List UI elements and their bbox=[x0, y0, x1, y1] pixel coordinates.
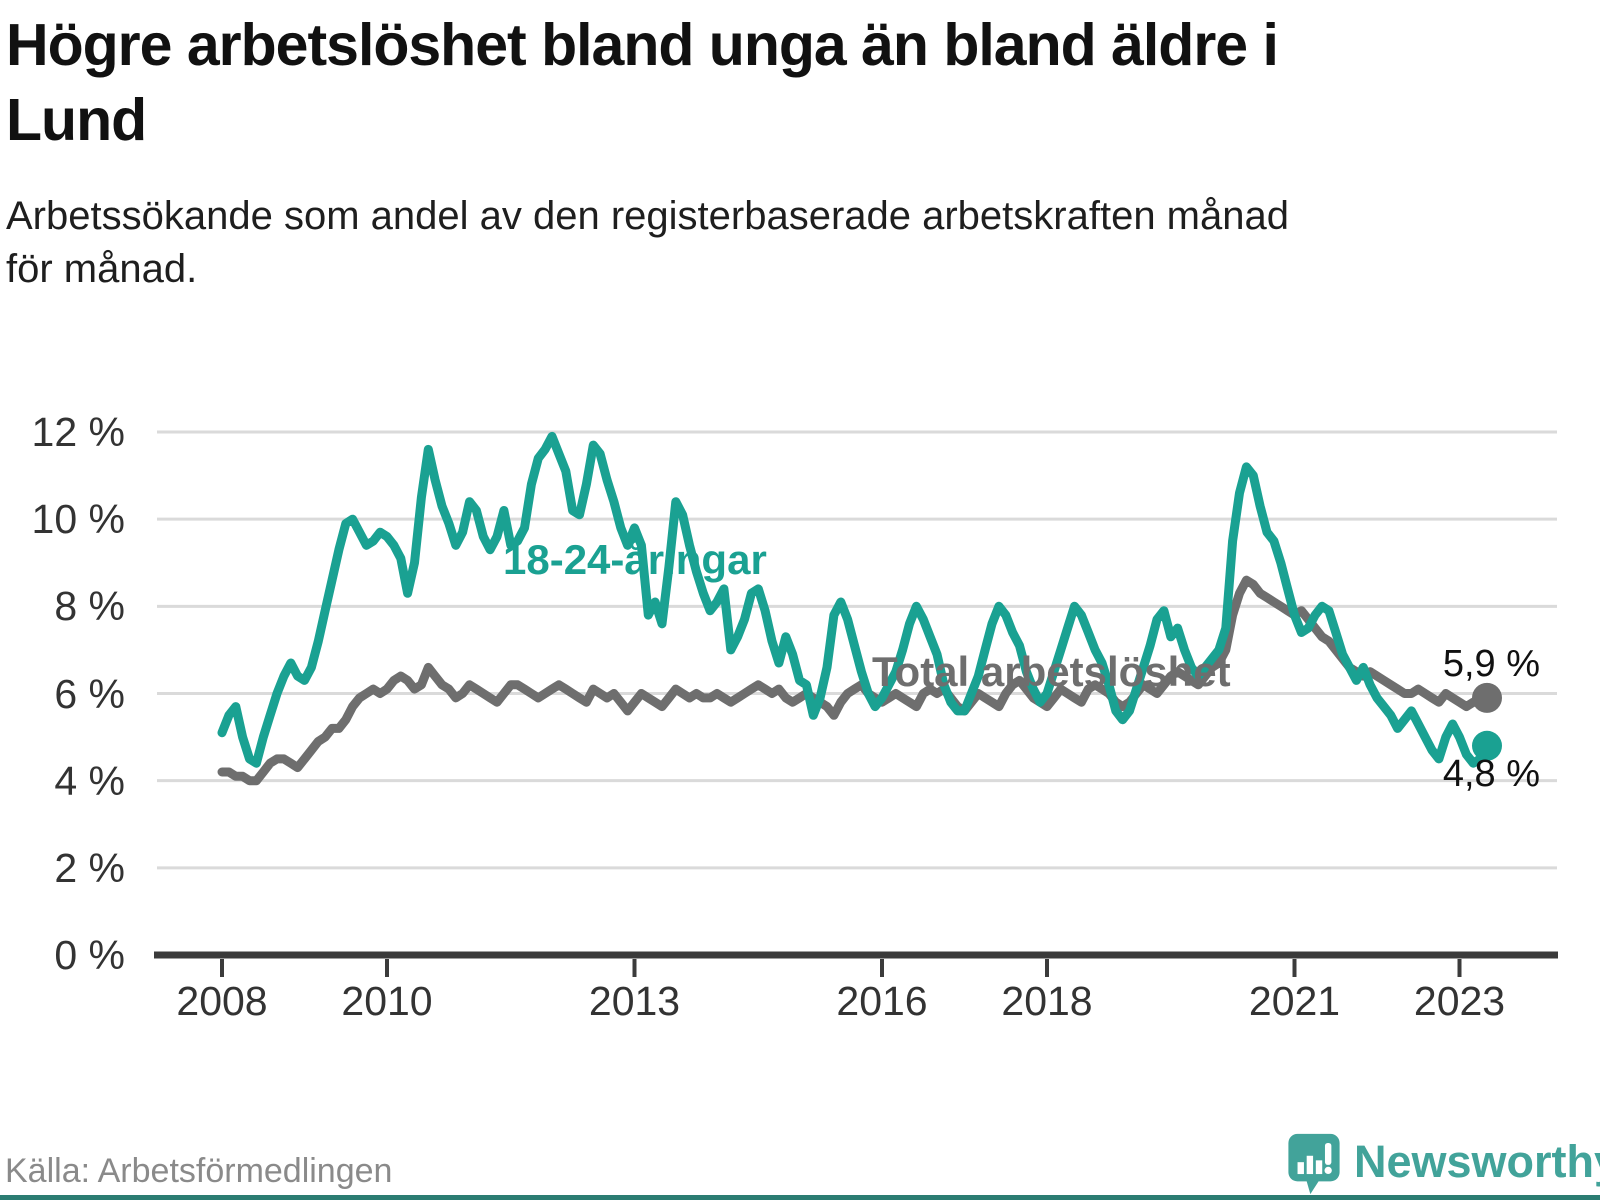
x-axis bbox=[154, 951, 1558, 977]
y-tick-label-4: 4 % bbox=[54, 757, 125, 804]
source-note: Källa: Arbetsförmedlingen bbox=[5, 1152, 393, 1190]
bottom-accent-bar bbox=[0, 1195, 1600, 1200]
y-tick-label-8: 8 % bbox=[54, 583, 125, 630]
logo-exclamation-dot bbox=[1324, 1166, 1332, 1175]
y-tick-label-12: 12 % bbox=[31, 409, 125, 455]
page-title-line1: Högre arbetslöshet bland unga än bland ä… bbox=[6, 12, 1279, 78]
page-subtitle-line1: Arbetssökande som andel av den registerb… bbox=[6, 194, 1289, 238]
y-tick-label-6: 6 % bbox=[54, 670, 125, 717]
logo-bar-1 bbox=[1297, 1162, 1304, 1175]
total-end-dot bbox=[1472, 682, 1502, 713]
x-tick-label-2021: 2021 bbox=[1248, 978, 1341, 1024]
youth-series-line bbox=[217, 431, 1492, 768]
newsworthy-logo-icon bbox=[1288, 1133, 1340, 1195]
page-subtitle-line2: för månad. bbox=[6, 247, 198, 292]
page-subtitle: Arbetssökande som andel av den registerb… bbox=[6, 190, 1566, 296]
series-lines bbox=[217, 431, 1492, 786]
brand-name: Newsworthy bbox=[1354, 1136, 1600, 1187]
logo-bar-2 bbox=[1306, 1155, 1314, 1175]
value-label-youth: 4,8 % bbox=[1442, 753, 1540, 795]
logo-exclamation-stem bbox=[1324, 1142, 1332, 1165]
x-tick-label-2010: 2010 bbox=[341, 978, 433, 1024]
x-tick-label-2016: 2016 bbox=[836, 978, 928, 1024]
youth-end-dot bbox=[1472, 730, 1502, 761]
x-tick-label-2023: 2023 bbox=[1413, 978, 1506, 1024]
gridlines bbox=[157, 430, 1557, 870]
y-tick-label-10: 10 % bbox=[31, 496, 125, 543]
y-tick-label-0: 0 % bbox=[54, 932, 125, 978]
x-tick-label-2008: 2008 bbox=[176, 978, 268, 1024]
page-title: Högre arbetslöshet bland unga än bland ä… bbox=[6, 8, 1566, 158]
end-point-dots bbox=[1472, 682, 1502, 761]
page-title-line2: Lund bbox=[6, 86, 147, 153]
logo-bar-3 bbox=[1315, 1160, 1323, 1175]
series-label-youth: 18-24-åringar bbox=[503, 536, 767, 583]
x-tick-label-2018: 2018 bbox=[1001, 978, 1093, 1024]
x-tick-label-2013: 2013 bbox=[588, 978, 681, 1024]
value-label-total: 5,9 % bbox=[1442, 643, 1540, 685]
total-series-line bbox=[217, 575, 1492, 786]
series-label-total: Total arbetslöshet bbox=[872, 648, 1231, 695]
newsworthy-logo[interactable]: Newsworthy bbox=[1284, 1130, 1600, 1196]
y-tick-label-2: 2 % bbox=[54, 844, 125, 891]
